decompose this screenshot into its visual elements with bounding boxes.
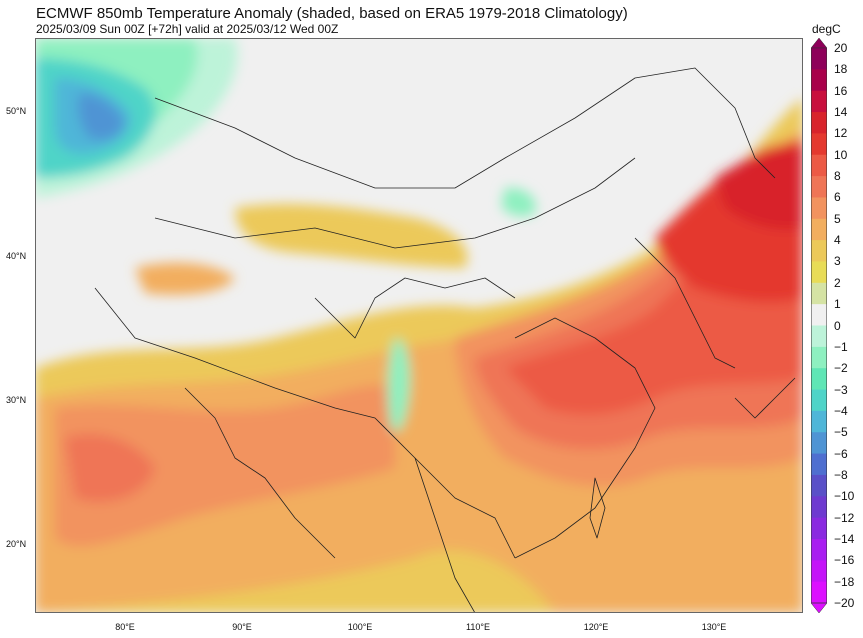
colorbar-tick-label: 3 bbox=[834, 254, 841, 269]
colorbar-cell bbox=[811, 432, 827, 455]
colorbar bbox=[811, 38, 827, 613]
colorbar-tick-label: 12 bbox=[834, 126, 848, 141]
colorbar-cell bbox=[811, 474, 827, 497]
colorbar-cell bbox=[811, 69, 827, 92]
lon-label-110e: 110°E bbox=[466, 622, 490, 632]
colorbar-cell bbox=[811, 240, 827, 262]
colorbar-tick-label: 16 bbox=[834, 83, 848, 98]
colorbar-tick-label: −18 bbox=[834, 574, 855, 589]
colorbar-tick-label: −3 bbox=[834, 382, 848, 397]
colorbar-tick-label: −2 bbox=[834, 361, 848, 376]
colorbar-tick-label: 20 bbox=[834, 41, 848, 55]
colorbar-tick-label: −12 bbox=[834, 510, 855, 525]
anomaly-map bbox=[35, 38, 803, 613]
colorbar-tick-label: −6 bbox=[834, 446, 848, 461]
colorbar-cell bbox=[811, 154, 827, 177]
colorbar-tick-label: 4 bbox=[834, 233, 841, 248]
colorbar-tick-label: 8 bbox=[834, 169, 841, 184]
colorbar-tick-label: 0 bbox=[834, 318, 841, 333]
colorbar-cell bbox=[811, 581, 827, 604]
colorbar-cell bbox=[811, 389, 827, 412]
colorbar-cell bbox=[811, 410, 827, 433]
lat-label-20n: 20°N bbox=[6, 539, 27, 549]
colorbar-cell bbox=[811, 496, 827, 519]
colorbar-cell bbox=[811, 48, 827, 70]
colorbar-tick-label: −10 bbox=[834, 489, 855, 504]
colorbar-min-arrow bbox=[811, 602, 827, 613]
lon-label-80e: 80°E bbox=[115, 622, 135, 632]
anomaly-map-canvas bbox=[35, 38, 803, 613]
lon-label-120e: 120°E bbox=[583, 622, 609, 632]
colorbar-cell bbox=[811, 197, 827, 220]
colorbar-cell bbox=[811, 218, 827, 241]
colorbar-tick-label: 18 bbox=[834, 62, 848, 77]
colorbar-cell bbox=[811, 176, 827, 198]
map-subtitle: 2025/03/09 Sun 00Z [+72h] valid at 2025/… bbox=[36, 22, 339, 36]
colorbar-tick-label: −8 bbox=[834, 467, 848, 482]
colorbar-tick-label: −4 bbox=[834, 403, 848, 418]
colorbar-cell bbox=[811, 304, 827, 326]
colorbar-cell bbox=[811, 90, 827, 113]
lat-label-40n: 40°N bbox=[6, 251, 27, 261]
colorbar-cell bbox=[811, 261, 827, 284]
colorbar-cell bbox=[811, 368, 827, 391]
colorbar-cell bbox=[811, 133, 827, 156]
lon-label-100e: 100°E bbox=[347, 622, 373, 632]
colorbar-tick-label: 1 bbox=[834, 297, 841, 312]
colorbar-cell bbox=[811, 325, 827, 348]
lat-label-50n: 50°N bbox=[6, 106, 27, 116]
colorbar-cell bbox=[811, 112, 827, 134]
lon-label-130e: 130°E bbox=[701, 622, 727, 632]
colorbar-tick-label: 14 bbox=[834, 105, 848, 120]
colorbar-cell bbox=[811, 346, 827, 369]
colorbar-tick-label: 5 bbox=[834, 211, 841, 226]
lon-label-90e: 90°E bbox=[232, 622, 252, 632]
colorbar-tick-label: 2 bbox=[834, 275, 841, 290]
colorbar-max-arrow bbox=[811, 38, 827, 49]
colorbar-tick-label: −16 bbox=[834, 553, 855, 568]
colorbar-tick-label: −20 bbox=[834, 596, 855, 610]
colorbar-unit: degC bbox=[812, 22, 841, 36]
colorbar-tick-label: 6 bbox=[834, 190, 841, 205]
colorbar-tick-label: −5 bbox=[834, 425, 848, 440]
map-title: ECMWF 850mb Temperature Anomaly (shaded,… bbox=[36, 5, 628, 22]
lat-label-30n: 30°N bbox=[6, 395, 27, 405]
colorbar-cell bbox=[811, 517, 827, 540]
colorbar-cell bbox=[811, 453, 827, 476]
colorbar-cell bbox=[811, 538, 827, 561]
colorbar-tick-label: −14 bbox=[834, 531, 855, 546]
colorbar-cell bbox=[811, 282, 827, 305]
colorbar-tick-label: −1 bbox=[834, 339, 848, 354]
colorbar-tick-label: 10 bbox=[834, 147, 848, 162]
colorbar-cell bbox=[811, 560, 827, 583]
